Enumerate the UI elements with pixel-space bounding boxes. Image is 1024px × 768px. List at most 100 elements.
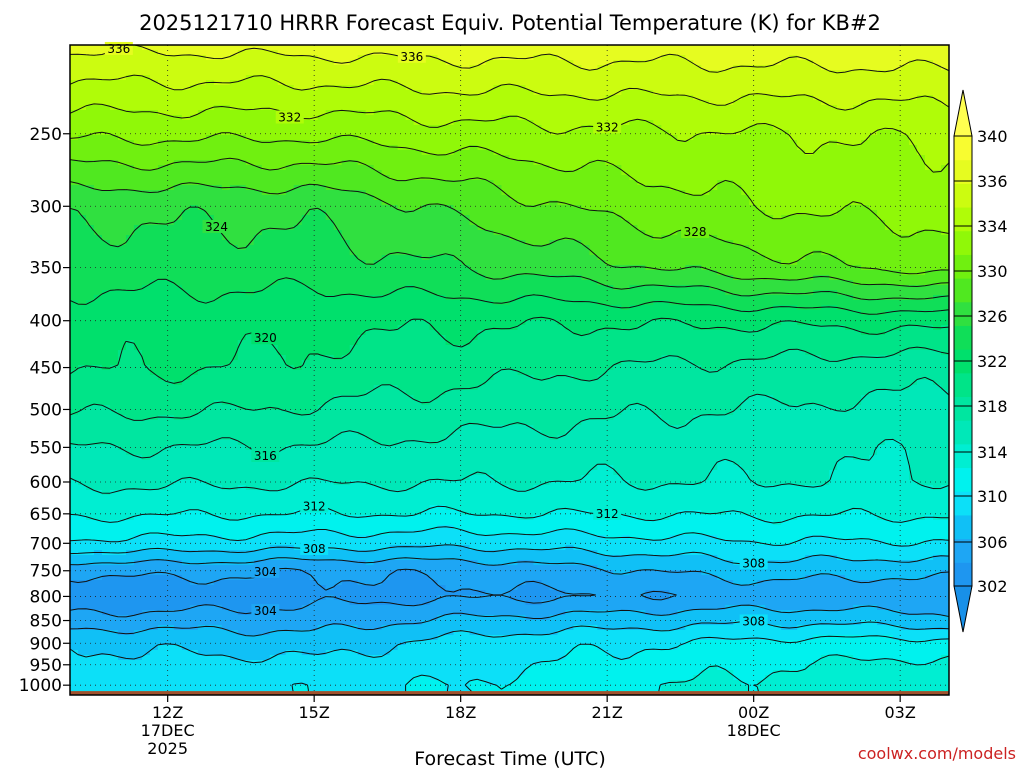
field-cell: [253, 195, 263, 201]
field-cell: [757, 60, 766, 66]
field-cell: [885, 70, 894, 76]
field-cell: [525, 170, 535, 176]
field-cell: [741, 50, 750, 56]
field-cell: [85, 240, 95, 246]
field-cell: [709, 180, 718, 186]
field-cell: [149, 120, 159, 126]
field-cell: [469, 165, 479, 171]
field-cell: [70, 265, 79, 271]
field-cell: [421, 245, 431, 251]
field-cell: [581, 120, 591, 126]
field-cell: [125, 115, 135, 121]
field-cell: [837, 130, 846, 136]
field-cell: [877, 90, 886, 96]
field-cell: [245, 155, 255, 161]
field-cell: [173, 165, 183, 171]
field-cell: [477, 55, 487, 61]
field-cell: [541, 210, 551, 216]
field-cell: [597, 140, 606, 146]
field-cell: [237, 200, 247, 206]
field-cell: [389, 60, 399, 66]
field-cell: [525, 150, 535, 156]
field-cell: [637, 235, 646, 241]
field-cell: [781, 145, 790, 151]
field-cell: [245, 45, 255, 51]
field-cell: [909, 145, 918, 151]
field-cell: [933, 65, 942, 71]
field-cell: [445, 85, 455, 91]
field-cell: [517, 150, 527, 156]
field-cell: [301, 195, 311, 201]
field-cell: [285, 75, 295, 81]
field-cell: [637, 100, 646, 106]
field-cell: [421, 85, 431, 91]
field-cell: [629, 60, 638, 66]
field-cell: [885, 60, 894, 66]
field-cell: [397, 265, 407, 271]
field-cell: [789, 105, 798, 111]
field-cell: [149, 235, 159, 241]
field-cell: [549, 120, 559, 126]
field-cell: [509, 160, 519, 166]
field-cell: [485, 230, 495, 236]
field-cell: [493, 115, 503, 121]
field-cell: [629, 75, 638, 81]
field-cell: [805, 160, 814, 166]
field-cell: [125, 240, 135, 246]
field-cell: [189, 65, 199, 71]
field-cell: [197, 255, 207, 261]
field-cell: [101, 135, 111, 141]
field-cell: [333, 95, 343, 101]
field-cell: [333, 265, 343, 271]
field-cell: [685, 105, 694, 111]
field-cell: [573, 210, 583, 216]
field-cell: [621, 225, 630, 231]
field-cell: [741, 200, 750, 206]
field-cell: [869, 100, 878, 106]
field-cell: [229, 245, 239, 251]
field-cell: [685, 115, 694, 121]
field-cell: [117, 120, 127, 126]
field-cell: [149, 95, 159, 101]
field-cell: [453, 85, 463, 91]
field-cell: [941, 65, 949, 71]
field-cell: [941, 170, 949, 176]
field-cell: [101, 70, 111, 76]
field-cell: [853, 45, 862, 51]
field-cell: [853, 180, 862, 186]
field-cell: [565, 125, 575, 131]
field-cell: [933, 90, 942, 96]
field-cell: [901, 105, 910, 111]
field-cell: [677, 210, 686, 216]
field-cell: [157, 50, 167, 56]
field-cell: [429, 75, 439, 81]
field-cell: [453, 130, 463, 136]
field-cell: [341, 150, 351, 156]
field-cell: [109, 135, 119, 141]
field-cell: [381, 180, 391, 186]
field-cell: [597, 165, 606, 171]
field-cell: [845, 45, 854, 51]
field-cell: [221, 190, 231, 196]
field-cell: [565, 110, 575, 116]
field-cell: [493, 220, 503, 226]
field-cell: [205, 95, 215, 101]
field-cell: [765, 135, 774, 141]
field-cell: [445, 100, 455, 106]
field-cell: [877, 165, 886, 171]
field-cell: [653, 160, 662, 166]
field-cell: [389, 235, 399, 241]
field-cell: [365, 190, 375, 196]
field-cell: [757, 195, 766, 201]
field-cell: [70, 170, 79, 176]
field-cell: [269, 180, 279, 186]
field-cell: [813, 75, 822, 81]
field-cell: [189, 200, 199, 206]
field-cell: [837, 160, 846, 166]
field-cell: [605, 235, 614, 241]
field-cell: [141, 200, 151, 206]
field-cell: [661, 245, 670, 251]
field-cell: [317, 55, 327, 61]
field-cell: [117, 175, 127, 181]
field-cell: [285, 155, 295, 161]
